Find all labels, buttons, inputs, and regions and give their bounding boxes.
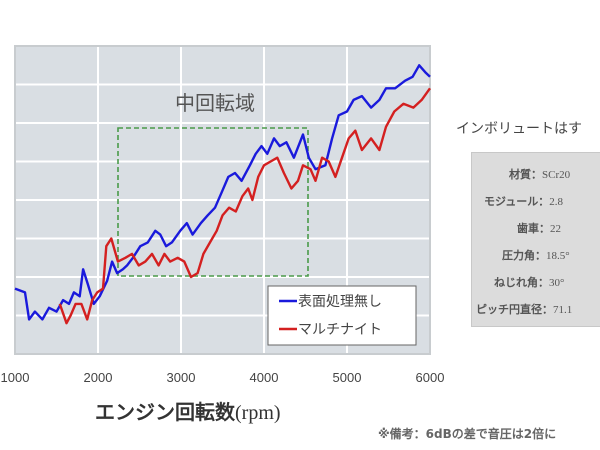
x-tick: 4000 — [249, 370, 279, 385]
x-axis-label-main: エンジン回転数 — [95, 400, 235, 424]
spec-key: 圧力角： — [502, 249, 546, 262]
x-tick: 1000 — [0, 370, 30, 385]
spec-value: 22 — [550, 223, 561, 235]
spec-value: 30° — [549, 277, 565, 289]
spec-key: ピッチ円直径： — [476, 303, 553, 316]
spec-value: 2.8 — [549, 196, 563, 208]
series-line-multinite — [58, 87, 431, 325]
legend-label-untreated: 表面処理無し — [298, 294, 382, 310]
side-panel-title: インボリュートはす — [456, 121, 582, 137]
spec-row: モジュール：2.8 — [484, 193, 563, 209]
spec-row: 圧力角：18.5° — [502, 247, 570, 263]
x-tick: 5000 — [332, 370, 362, 385]
mid-range-label: 中回転域 — [175, 91, 255, 115]
spec-row: ねじれ角：30° — [494, 274, 564, 290]
x-tick: 6000 — [415, 370, 445, 385]
spec-key: モジュール： — [484, 195, 550, 208]
spec-row: 歯車：22 — [517, 220, 561, 236]
series-lines — [14, 64, 431, 325]
legend: 表面処理無し マルチナイト — [267, 285, 417, 346]
spec-key: 歯車： — [517, 222, 550, 235]
footnote: ※備考：6dBの差で音圧は2倍に — [378, 427, 557, 441]
series-line-untreated — [14, 64, 431, 321]
mid-range-box — [117, 127, 309, 277]
spec-row: 材質：SCr20 — [509, 166, 570, 182]
spec-value: 18.5° — [546, 250, 570, 262]
legend-box — [267, 285, 417, 346]
spec-value: SCr20 — [542, 169, 571, 181]
legend-label-multinite: マルチナイト — [298, 322, 382, 338]
spec-row: ピッチ円直径：71.1 — [476, 301, 572, 317]
spec-key: ねじれ角： — [494, 276, 549, 289]
spec-key: 材質： — [509, 168, 542, 181]
spec-value: 71.1 — [553, 304, 573, 316]
x-tick: 3000 — [166, 370, 196, 385]
spec-box: 材質：SCr20 モジュール：2.8 歯車：22 圧力角：18.5° ねじれ角：… — [471, 152, 600, 327]
x-tick: 2000 — [83, 370, 113, 385]
x-axis-label-unit: (rpm) — [235, 402, 281, 424]
x-axis-label: エンジン回転数(rpm) — [95, 396, 281, 425]
